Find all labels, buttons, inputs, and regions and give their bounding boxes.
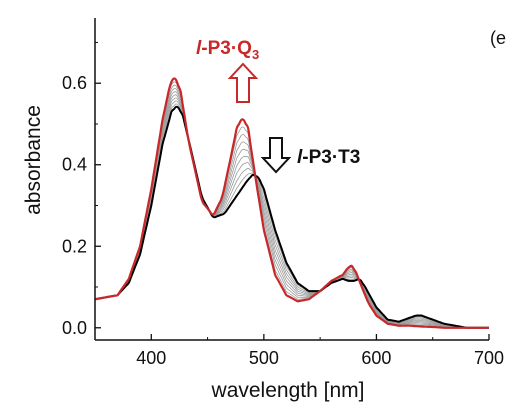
y-tick-label: 0.0 bbox=[62, 318, 87, 338]
x-tick-label: 600 bbox=[361, 348, 391, 368]
axes bbox=[94, 18, 489, 341]
series-line-q3 bbox=[94, 77, 489, 329]
y-tick-label: 0.4 bbox=[62, 155, 87, 175]
x-axis-title: wavelength [nm] bbox=[211, 379, 365, 402]
intermediate-spectrum-line bbox=[94, 94, 489, 329]
x-tick-label: 700 bbox=[474, 348, 504, 368]
up-arrow-icon bbox=[227, 62, 259, 103]
annotation-t3-label: l-P3·T3 bbox=[297, 147, 360, 168]
intermediate-spectra bbox=[94, 81, 489, 329]
intermediate-spectrum-line bbox=[94, 84, 489, 329]
intermediate-spectrum-line bbox=[94, 100, 489, 329]
tick-marks: 400 500 600 700 0.0 0.2 0.4 0.6 bbox=[62, 41, 504, 368]
y-axis-title: absorbance bbox=[22, 105, 45, 215]
intermediate-spectrum-line bbox=[94, 97, 489, 329]
panel-label: (e bbox=[490, 28, 506, 48]
x-tick-label: 400 bbox=[136, 348, 166, 368]
intermediate-spectrum-line bbox=[94, 103, 489, 329]
series-lines bbox=[94, 77, 489, 329]
annotation-q3-label: l-P3·Q3 bbox=[196, 38, 259, 62]
intermediate-spectrum-line bbox=[94, 81, 489, 329]
intermediate-spectrum-line bbox=[94, 88, 489, 329]
x-tick-label: 500 bbox=[249, 348, 279, 368]
down-arrow-icon bbox=[260, 137, 292, 174]
y-tick-label: 0.2 bbox=[62, 236, 87, 256]
intermediate-spectrum-line bbox=[94, 91, 489, 329]
y-tick-label: 0.6 bbox=[62, 73, 87, 93]
series-line-t3 bbox=[94, 105, 489, 329]
